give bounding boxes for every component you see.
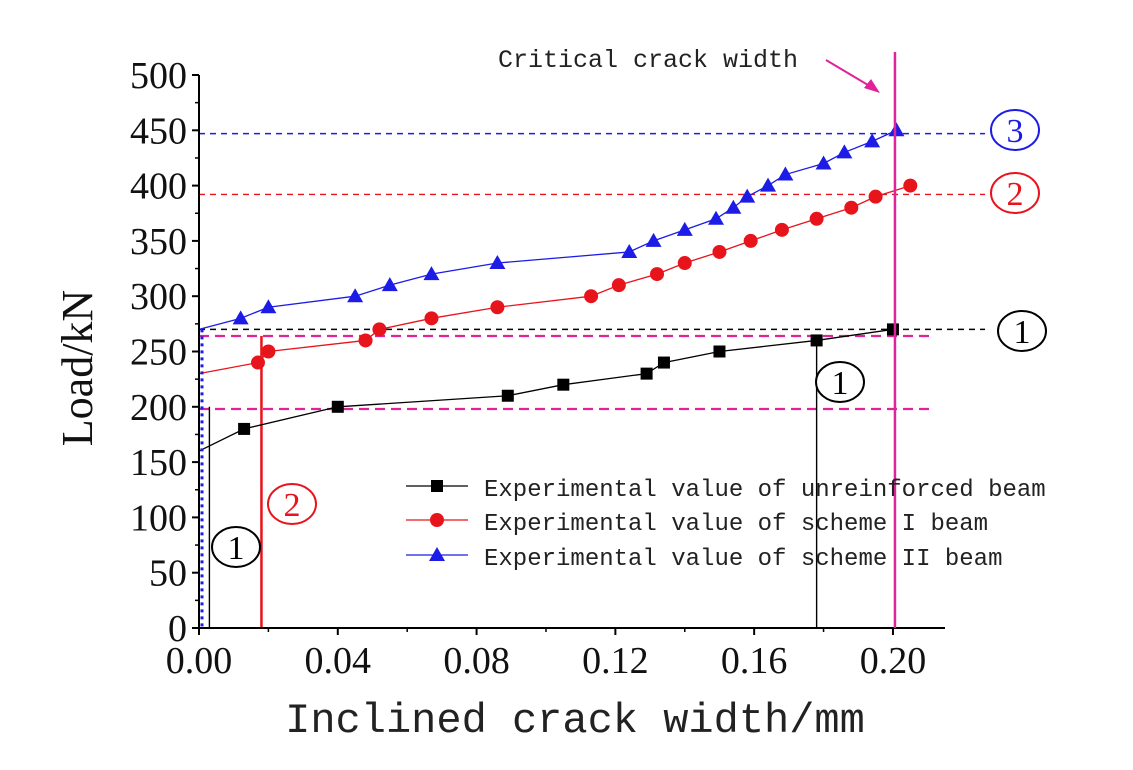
data-point-s1-3	[358, 333, 373, 348]
x-tick-label-3: 0.12	[582, 640, 649, 682]
reference-lines	[199, 132, 985, 411]
critical-line-arrow-head	[864, 79, 880, 93]
data-point-s2-8	[645, 232, 662, 247]
y-tick-label-0: 0	[168, 608, 187, 650]
data-point-s2-7	[621, 243, 638, 258]
annotation-text-2-right: 2	[1007, 176, 1024, 213]
data-point-s1-4	[372, 322, 387, 337]
annotation-text-1-mid: 1	[832, 365, 849, 402]
data-point-s1-6	[490, 300, 505, 315]
data-point-s0-5	[640, 367, 653, 380]
legend-marker-0	[431, 480, 443, 492]
data-point-s1-9	[650, 267, 665, 282]
data-point-s1-11	[712, 244, 727, 259]
critical-line-arrow-shaft	[825, 59, 874, 89]
annotation-circle-3-right	[990, 109, 1040, 151]
tick-labels: 0 50 100 150 200 250 300 350 400 450 500 0.00 0.04 0.…	[130, 55, 926, 682]
data-point-s0-6	[657, 356, 670, 369]
data-point-s1-2	[261, 344, 276, 359]
axes	[192, 74, 945, 635]
annotation-circle-2-left	[267, 483, 317, 525]
data-point-s2-14	[777, 166, 794, 181]
data-point-s2-3	[347, 288, 364, 303]
y-tick-label-6: 300	[130, 276, 187, 318]
data-point-s1-1	[250, 355, 265, 370]
data-point-s0-4	[557, 378, 570, 391]
y-tick-label-7: 350	[130, 221, 187, 263]
data-point-s2-12	[739, 188, 756, 203]
data-point-s0-3	[501, 389, 514, 402]
data-point-s1-15	[844, 200, 859, 215]
data-point-s0-7	[713, 345, 726, 358]
y-axis-title: Load/kN	[53, 290, 102, 446]
data-point-s2-5	[423, 266, 440, 281]
data-point-s2-6	[489, 255, 506, 270]
series-markers	[232, 122, 918, 435]
legend: Experimental value of unreinforced beam …	[406, 477, 1046, 573]
x-tick-label-5: 0.20	[860, 640, 927, 682]
data-point-s0-8	[810, 334, 823, 347]
y-tick-label-5: 250	[130, 332, 187, 374]
data-point-s0-2	[331, 400, 344, 413]
y-tick-label-1: 50	[149, 553, 187, 595]
legend-marker-2	[429, 547, 445, 561]
data-point-s2-2	[260, 299, 277, 314]
y-tick-label-10: 500	[130, 55, 187, 97]
data-point-s1-16	[868, 189, 883, 204]
data-point-s2-17	[864, 133, 881, 148]
y-tick-label-8: 400	[130, 166, 187, 208]
annotation-circle-1-left	[211, 526, 261, 568]
legend-marker-1	[430, 513, 444, 527]
data-point-s1-14	[809, 211, 824, 226]
data-point-s2-15	[815, 155, 832, 170]
x-tick-label-4: 0.16	[721, 640, 788, 682]
data-point-s1-8	[611, 278, 626, 293]
legend-label-unreinforced: Experimental value of unreinforced beam	[484, 477, 1046, 504]
x-tick-label-0: 0.00	[166, 640, 233, 682]
data-point-s1-12	[743, 233, 758, 248]
data-point-s2-4	[381, 277, 398, 292]
annotation-circle-2-right	[990, 172, 1040, 214]
y-tick-label-3: 150	[130, 442, 187, 484]
data-point-s1-13	[774, 222, 789, 237]
y-tick-label-2: 100	[130, 497, 187, 539]
data-point-s1-10	[677, 256, 692, 271]
annotation-circle-1-mid	[815, 361, 865, 403]
legend-label-scheme-i: Experimental value of scheme I beam	[484, 511, 988, 538]
series-line-0	[198, 328, 894, 452]
data-point-s2-16	[836, 144, 853, 159]
annotation-text-1-left: 1	[228, 530, 245, 567]
data-point-s1-5	[424, 311, 439, 326]
y-tick-label-4: 200	[130, 387, 187, 429]
data-point-s1-17	[903, 178, 918, 193]
annotation-text-3-right: 3	[1007, 113, 1024, 150]
annotation-text-2-left: 2	[284, 487, 301, 524]
critical-line-label: Critical crack width	[498, 46, 798, 75]
data-point-s1-7	[584, 289, 599, 304]
x-tick-label-2: 0.08	[443, 640, 510, 682]
data-point-s2-13	[760, 177, 777, 192]
data-point-s2-18	[888, 122, 905, 137]
annotations: 3 2 1 1 2 1	[211, 109, 1047, 568]
x-tick-label-1: 0.04	[305, 640, 372, 682]
data-point-s2-9	[676, 221, 693, 236]
x-axis-title: Inclined crack width/mm	[285, 697, 865, 745]
data-point-s2-1	[232, 310, 249, 325]
y-tick-label-9: 450	[130, 110, 187, 152]
data-point-s0-1	[238, 422, 251, 435]
legend-label-scheme-ii: Experimental value of scheme II beam	[484, 546, 1002, 573]
critical-line-group: Critical crack width	[498, 46, 897, 628]
annotation-text-1-right: 1	[1014, 314, 1031, 351]
series-line-1	[198, 184, 911, 375]
data-point-s2-10	[707, 210, 724, 225]
data-point-s2-11	[725, 199, 742, 214]
data-point-s0-9	[886, 323, 899, 336]
series-line-2	[198, 129, 897, 331]
annotation-circle-1-right	[997, 310, 1047, 352]
